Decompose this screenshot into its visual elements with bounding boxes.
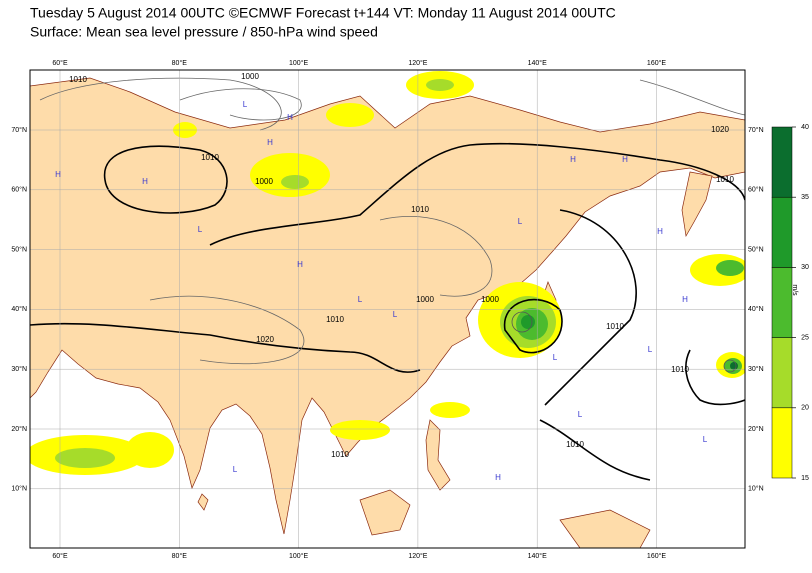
pressure-center: L bbox=[518, 217, 523, 226]
latitude-label: 70°N bbox=[11, 126, 27, 134]
latitude-label: 40°N bbox=[11, 305, 27, 313]
pressure-center: H bbox=[622, 155, 628, 164]
latitude-label: 70°N bbox=[748, 126, 764, 134]
latitude-label: 30°N bbox=[748, 365, 764, 373]
map bbox=[29, 69, 746, 549]
latitude-label: 30°N bbox=[11, 365, 27, 373]
colorbar-tick-label: 30 bbox=[801, 264, 809, 271]
latitude-label: 10°N bbox=[11, 485, 27, 493]
longitude-label: 160°E bbox=[647, 59, 666, 67]
new-guinea bbox=[559, 509, 651, 548]
borneo bbox=[359, 489, 411, 536]
longitude-label: 160°E bbox=[647, 552, 666, 560]
wind-areas bbox=[30, 71, 745, 475]
colorbar-unit: m/s bbox=[791, 284, 798, 296]
latitude-label: 40°N bbox=[748, 305, 764, 313]
isobars bbox=[30, 77, 745, 481]
map-frame bbox=[29, 69, 746, 549]
pressure-center: L bbox=[233, 465, 238, 474]
colorbar: 15 20 25 30 35 40 m/s bbox=[771, 124, 809, 482]
contour-label: 1010 bbox=[606, 322, 624, 331]
colorbar-swatch bbox=[771, 267, 793, 338]
subtitle: Surface: Mean sea level pressure / 850-h… bbox=[30, 24, 378, 40]
pressure-center: H bbox=[495, 473, 501, 482]
pressure-center: L bbox=[703, 435, 708, 444]
latitude-label: 50°N bbox=[748, 245, 764, 253]
pressure-center: L bbox=[553, 353, 558, 362]
contour-label: 1010 bbox=[69, 75, 87, 84]
pressure-center: H bbox=[267, 138, 273, 147]
colorbar-tick-label: 35 bbox=[801, 194, 809, 201]
contour-label: 1010 bbox=[566, 440, 584, 449]
latitude-label: 50°N bbox=[11, 245, 27, 253]
longitude-label: 120°E bbox=[408, 59, 427, 67]
pressure-center: L bbox=[358, 295, 363, 304]
latitude-label: 20°N bbox=[11, 425, 27, 433]
title: Tuesday 5 August 2014 00UTC ©ECMWF Forec… bbox=[30, 5, 616, 21]
philippines bbox=[425, 419, 451, 491]
pressure-center: L bbox=[198, 225, 203, 234]
longitude-label: 100°E bbox=[289, 552, 308, 560]
colorbar-swatch bbox=[771, 196, 793, 268]
contour-label: 1020 bbox=[256, 335, 274, 344]
pressure-center: H bbox=[682, 295, 688, 304]
pressure-center: L bbox=[578, 410, 583, 419]
contour-label: 1010 bbox=[201, 153, 219, 162]
longitude-label: 120°E bbox=[408, 552, 427, 560]
pressure-center: H bbox=[657, 227, 663, 236]
longitude-label: 80°E bbox=[172, 552, 188, 560]
contour-label: 1000 bbox=[241, 72, 259, 81]
colorbar-swatch bbox=[771, 407, 793, 479]
latitude-label: 60°N bbox=[11, 186, 27, 194]
longitude-label: 80°E bbox=[172, 59, 188, 67]
colorbar-swatch bbox=[771, 126, 793, 198]
contour-label: 1000 bbox=[481, 295, 499, 304]
pressure-center: L bbox=[243, 100, 248, 109]
contour-label: 1010 bbox=[326, 315, 344, 324]
land bbox=[30, 77, 745, 535]
kamchatka bbox=[681, 171, 713, 238]
colorbar-tick-label: 25 bbox=[801, 334, 809, 341]
contour-label: 1000 bbox=[255, 177, 273, 186]
longitude-label: 140°E bbox=[528, 59, 547, 67]
pressure-center: H bbox=[297, 260, 303, 269]
contour-label: 1010 bbox=[331, 450, 349, 459]
longitude-label: 140°E bbox=[528, 552, 547, 560]
colorbar-tick-label: 20 bbox=[801, 405, 809, 412]
contour-label: 1010 bbox=[671, 365, 689, 374]
pressure-center: L bbox=[393, 310, 398, 319]
sri-lanka bbox=[197, 493, 209, 511]
latitude-label: 20°N bbox=[748, 425, 764, 433]
pressure-center: L bbox=[648, 345, 653, 354]
colorbar-tick-label: 15 bbox=[801, 475, 809, 482]
pressure-center: H bbox=[570, 155, 576, 164]
pressure-center: H bbox=[287, 113, 293, 122]
graticule bbox=[30, 70, 745, 548]
longitude-label: 60°E bbox=[52, 59, 68, 67]
pressure-center: H bbox=[55, 170, 61, 179]
contour-label: 1000 bbox=[416, 295, 434, 304]
longitude-label: 60°E bbox=[52, 552, 68, 560]
latitude-label: 10°N bbox=[748, 485, 764, 493]
pressure-center: H bbox=[142, 177, 148, 186]
colorbar-swatch bbox=[771, 337, 793, 409]
colorbar-tick-label: 40 bbox=[801, 124, 809, 131]
longitude-label: 100°E bbox=[289, 59, 308, 67]
contour-label: 1010 bbox=[411, 205, 429, 214]
contour-label: 1020 bbox=[711, 125, 729, 134]
contour-label: 1010 bbox=[716, 175, 734, 184]
latitude-label: 60°N bbox=[748, 186, 764, 194]
